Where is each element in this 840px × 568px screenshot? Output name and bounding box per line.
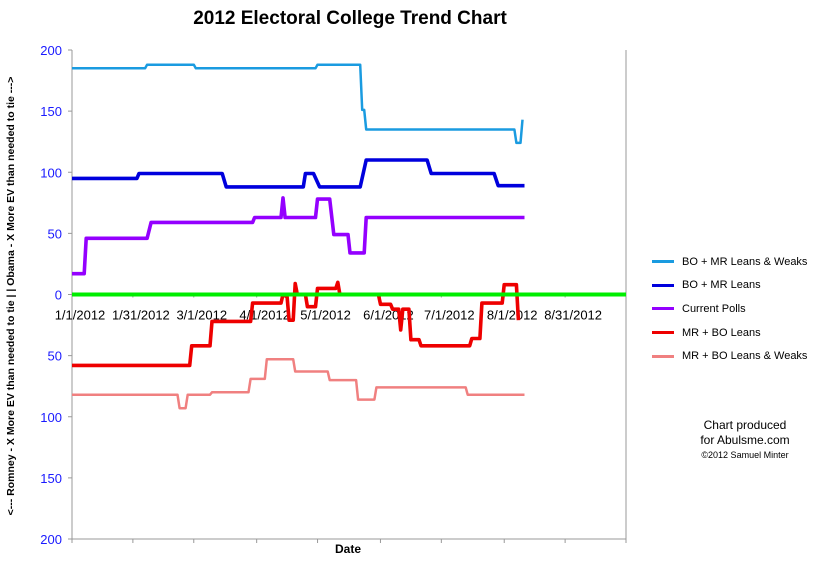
y-tick-label: 150 — [40, 104, 62, 119]
legend-item: MR + BO Leans — [652, 321, 837, 345]
chart-credit: Chart produced for Abulsme.com ©2012 Sam… — [670, 418, 820, 463]
credit-line: Chart produced — [703, 418, 787, 432]
legend-label: MR + BO Leans & Weaks — [682, 350, 808, 363]
legend-item: Current Polls — [652, 297, 837, 321]
chart-title: 2012 Electoral College Trend Chart — [193, 8, 507, 29]
x-tick-label: 5/1/2012 — [300, 308, 351, 323]
series-line — [72, 358, 525, 410]
legend-swatch — [652, 354, 674, 358]
y-tick-label: 0 — [55, 288, 62, 303]
legend-label: BO + MR Leans — [682, 279, 761, 292]
y-tick-label: 200 — [40, 532, 62, 547]
series-lines — [72, 63, 626, 410]
x-tick-label: 7/1/2012 — [424, 308, 475, 323]
y-tick-label: 200 — [40, 43, 62, 58]
x-axis-label: Date — [334, 542, 361, 556]
legend-item: BO + MR Leans — [652, 274, 837, 298]
x-tick-label: 1/1/2012 — [55, 308, 106, 323]
legend-swatch — [652, 283, 674, 287]
legend-item: BO + MR Leans & Weaks — [652, 250, 837, 274]
legend-label: Current Polls — [682, 302, 746, 315]
y-tick-label: 150 — [40, 471, 62, 486]
y-tick-label: 50 — [48, 349, 62, 364]
series-line — [72, 63, 524, 145]
series-line — [72, 196, 525, 276]
series-line — [72, 280, 521, 368]
x-tick-label: 8/1/2012 — [487, 308, 538, 323]
copyright-text: ©2012 Samuel Minter — [701, 450, 789, 460]
y-tick-label: 100 — [40, 410, 62, 425]
legend-swatch — [652, 307, 674, 311]
legend-label: MR + BO Leans — [682, 326, 761, 339]
tick-labels: 200 150 100 50 0 50 100 150 200 1/1/2012 1/31/2012… — [40, 43, 602, 547]
series-line — [72, 158, 525, 189]
x-tick-label: 8/31/2012 — [544, 308, 602, 323]
legend-swatch — [652, 260, 674, 264]
y-tick-label: 50 — [48, 226, 62, 241]
legend-label: BO + MR Leans & Weaks — [682, 255, 808, 268]
x-tick-label: 1/31/2012 — [112, 308, 170, 323]
credit-line: for Abulsme.com — [700, 433, 790, 447]
legend-item: MR + BO Leans & Weaks — [652, 344, 837, 368]
legend-swatch — [652, 331, 674, 335]
x-tick-label: 3/1/2012 — [176, 308, 227, 323]
legend: BO + MR Leans & Weaks BO + MR Leans Curr… — [652, 250, 837, 368]
y-tick-label: 100 — [40, 165, 62, 180]
